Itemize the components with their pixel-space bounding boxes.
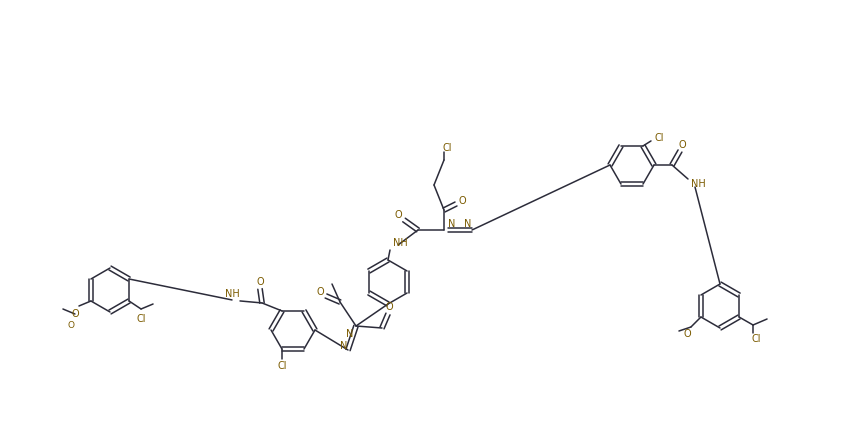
Text: O: O <box>394 210 402 220</box>
Text: O: O <box>458 196 466 206</box>
Text: NH: NH <box>392 238 408 248</box>
Text: O: O <box>317 287 324 297</box>
Text: Cl: Cl <box>136 314 146 324</box>
Text: Cl: Cl <box>442 143 452 153</box>
Text: NH: NH <box>690 179 706 189</box>
Text: N: N <box>448 219 456 229</box>
Text: N: N <box>340 341 348 351</box>
Text: O: O <box>71 309 79 319</box>
Text: Cl: Cl <box>277 361 287 371</box>
Text: Cl: Cl <box>654 133 663 143</box>
Text: NH: NH <box>225 289 239 299</box>
Text: N: N <box>464 219 472 229</box>
Text: Cl: Cl <box>751 334 761 344</box>
Text: O: O <box>385 302 393 312</box>
Text: O: O <box>683 329 690 339</box>
Text: O: O <box>678 140 686 150</box>
Text: O: O <box>67 320 74 330</box>
Text: O: O <box>256 277 264 287</box>
Text: N: N <box>346 329 354 339</box>
